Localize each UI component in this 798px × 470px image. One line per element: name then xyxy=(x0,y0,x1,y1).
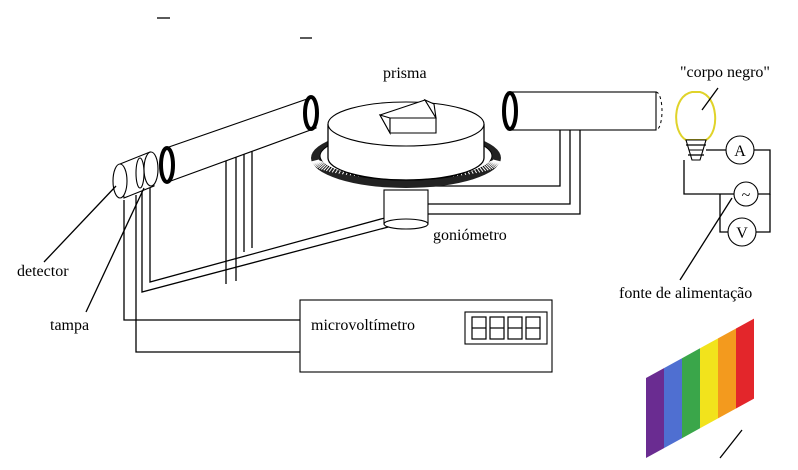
detector-telescope xyxy=(159,95,319,184)
spectrum-band xyxy=(646,368,664,458)
blackbody-lamp xyxy=(675,87,719,161)
spectrum-band xyxy=(682,348,700,439)
goniometer-base xyxy=(383,189,429,230)
detector-label: detector xyxy=(17,263,69,280)
collimator-tube xyxy=(502,91,663,131)
microvoltmeter-label: microvoltímetro xyxy=(311,317,415,334)
prism xyxy=(378,98,437,136)
spectrum-band xyxy=(700,338,718,429)
voltmeter-label: V xyxy=(736,225,748,242)
ammeter-icon xyxy=(725,135,755,165)
microvoltmeter: microvoltímetro xyxy=(299,299,553,373)
spectrum-mark xyxy=(719,429,743,459)
voltmeter-icon xyxy=(727,217,757,247)
spectrum-band xyxy=(718,328,736,419)
source-arm-support xyxy=(426,126,581,215)
power-supply-label: fonte de alimentação xyxy=(619,285,752,302)
blackbody-label: "corpo negro" xyxy=(680,64,770,81)
detector xyxy=(112,151,159,199)
ac-symbol: ~ xyxy=(742,187,751,204)
cap-label: tampa xyxy=(50,317,89,334)
goniometer-label: goniómetro xyxy=(433,227,507,244)
prism-label: prisma xyxy=(383,65,427,82)
spectrum xyxy=(646,318,754,458)
ammeter-label: A xyxy=(734,143,746,160)
digital-display xyxy=(471,316,541,340)
spectrum-band xyxy=(736,318,754,409)
spectrum-band xyxy=(664,358,682,449)
detector-leader xyxy=(43,185,117,263)
ac-source-icon xyxy=(733,181,759,207)
power-supply-circuit: A ~ V xyxy=(679,135,771,281)
detector-arm-support xyxy=(123,150,393,353)
cap-leader xyxy=(85,187,145,313)
